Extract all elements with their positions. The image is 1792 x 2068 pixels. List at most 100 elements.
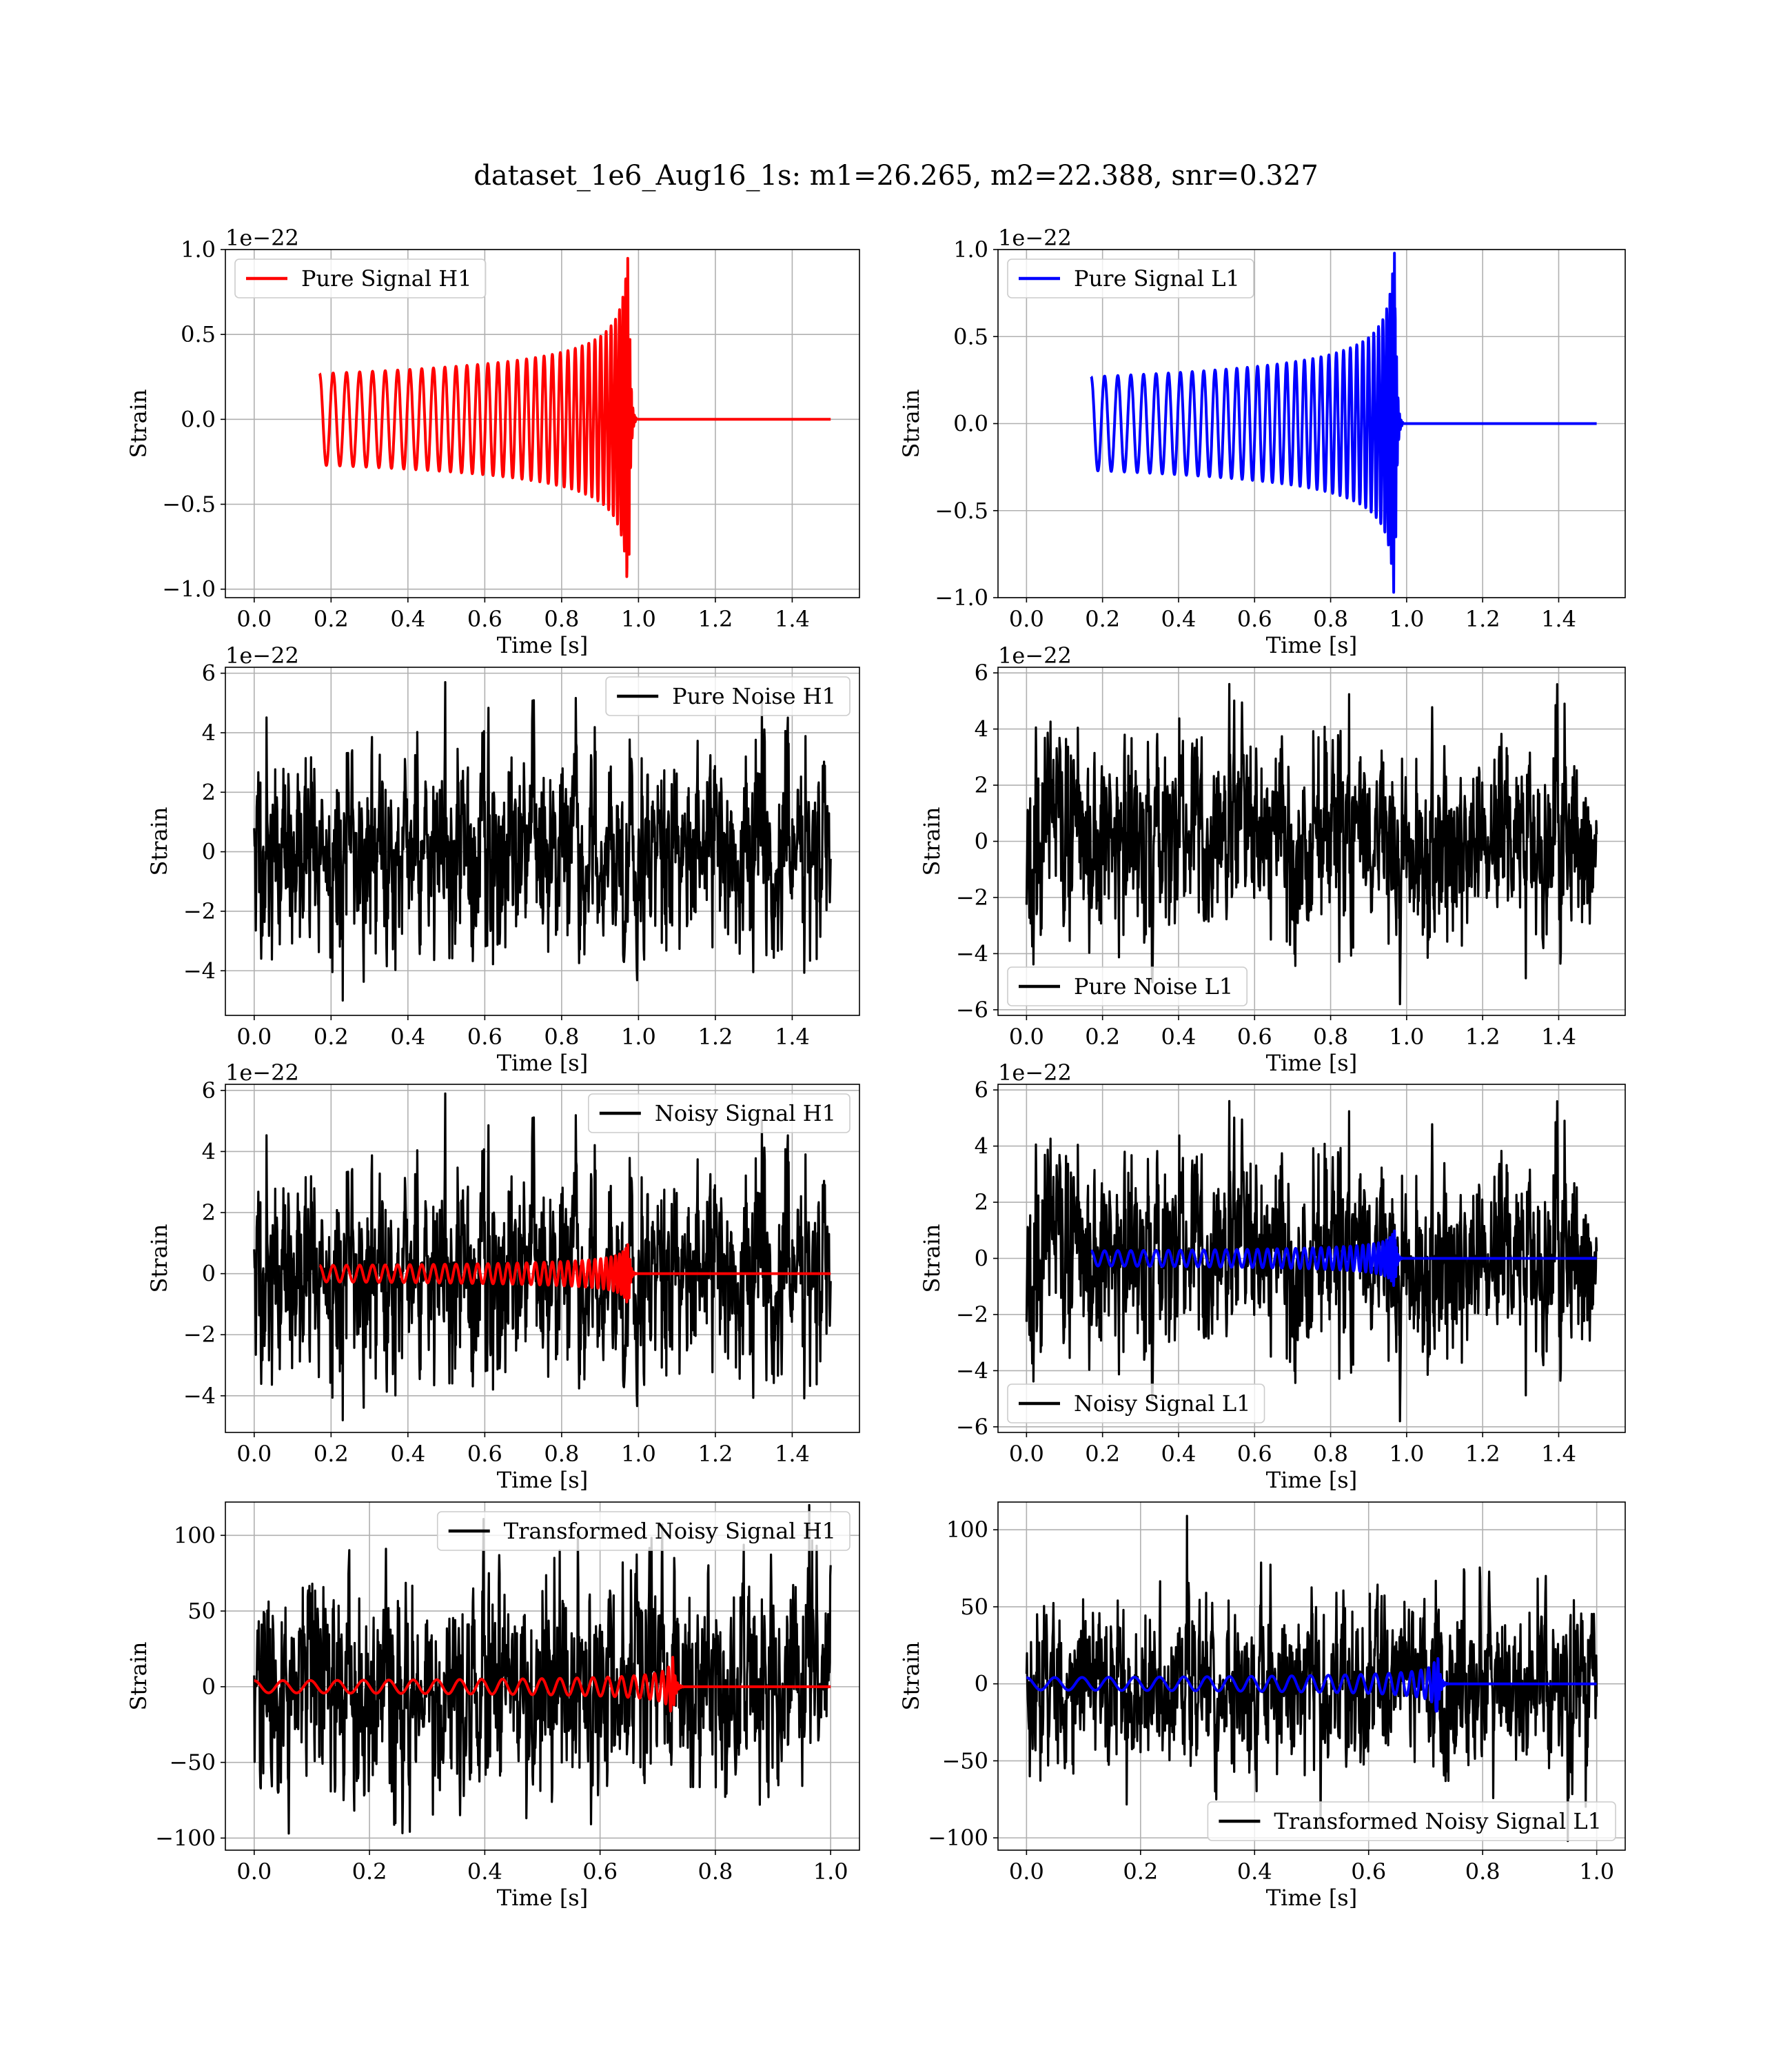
axes-frame xyxy=(997,1084,1626,1433)
y-tick-label: −1.0 xyxy=(935,585,988,611)
legend-label: Transformed Noisy Signal L1 xyxy=(1274,1808,1602,1834)
x-tick-label: 1.4 xyxy=(1541,606,1576,632)
x-tick-label: 0.8 xyxy=(1313,1024,1348,1050)
x-tick-label: 0.2 xyxy=(314,606,349,632)
series-line-1 xyxy=(1090,252,1598,594)
y-tick-label: 1.0 xyxy=(181,236,216,263)
x-tick-label: 0.4 xyxy=(390,1441,425,1467)
y-tick-label: 0 xyxy=(202,1261,216,1287)
y-tick-label: −2 xyxy=(183,898,216,924)
y-tick-label: 0 xyxy=(975,1671,988,1697)
x-tick-label: 0.8 xyxy=(1313,606,1348,632)
x-tick-label: 0.4 xyxy=(1161,606,1197,632)
x-tick-label: 0.2 xyxy=(352,1858,387,1885)
axes-frame xyxy=(997,667,1626,1016)
legend: Pure Signal H1 xyxy=(234,258,487,298)
series-line-1 xyxy=(1025,682,1598,1006)
x-tick-label: 0.8 xyxy=(544,1024,579,1050)
plot-area xyxy=(253,1503,832,1835)
x-tick-label: 0.2 xyxy=(1085,1441,1120,1467)
offset-text: 1e−22 xyxy=(998,642,1072,669)
y-tick-label: −4 xyxy=(183,1383,216,1409)
x-tick-label: 1.0 xyxy=(1389,1441,1424,1467)
series-line-1 xyxy=(253,681,832,1002)
x-tick-label: 0.4 xyxy=(1161,1441,1197,1467)
x-tick-label: 0.4 xyxy=(1237,1858,1272,1885)
series-line-2 xyxy=(253,1656,832,1713)
plot-area xyxy=(253,1092,832,1421)
y-axis-label: Strain xyxy=(898,389,924,458)
x-axis-label: Time [s] xyxy=(1266,1050,1357,1076)
legend: Pure Signal L1 xyxy=(1007,258,1254,298)
subplot-4: 0.0 0.2 0.4 0.6 0.8 1.0 1.2 1.4 −6 −4 −2 0 2 4 6 Time [… xyxy=(919,642,1626,1076)
x-tick-label: 0.2 xyxy=(314,1024,349,1050)
y-tick-label: 2 xyxy=(202,779,216,805)
y-tick-label: 2 xyxy=(975,1189,988,1215)
x-tick-label: 0.6 xyxy=(1351,1858,1386,1885)
y-tick-label: 6 xyxy=(202,660,216,687)
legend-box xyxy=(588,1093,851,1133)
y-tick-label: 4 xyxy=(202,720,216,746)
plot-area xyxy=(1025,1514,1598,1843)
y-tick-label: 0.0 xyxy=(181,406,216,432)
legend-label: Pure Noise H1 xyxy=(672,683,836,709)
plot-area xyxy=(253,681,832,1002)
legend: Pure Noise H1 xyxy=(605,676,851,716)
plot-area xyxy=(318,256,832,578)
offset-text: 1e−22 xyxy=(998,1060,1072,1086)
x-tick-label: 1.0 xyxy=(1579,1858,1614,1885)
y-tick-label: 0 xyxy=(975,829,988,855)
offset-text: 1e−22 xyxy=(225,225,299,251)
y-tick-label: 0.5 xyxy=(953,323,988,349)
x-tick-label: 0.0 xyxy=(236,606,272,632)
legend: Transformed Noisy Signal H1 xyxy=(436,1511,851,1551)
legend-box xyxy=(234,258,487,298)
series-line-2 xyxy=(318,1243,832,1304)
y-tick-label: 1.0 xyxy=(953,236,988,263)
y-tick-label: −100 xyxy=(928,1825,988,1851)
legend-box xyxy=(436,1511,851,1551)
y-tick-label: −2 xyxy=(956,884,988,911)
y-tick-label: 100 xyxy=(174,1522,216,1548)
y-tick-label: 4 xyxy=(975,716,988,742)
x-tick-label: 0.2 xyxy=(1123,1858,1158,1885)
x-tick-label: 0.8 xyxy=(544,1441,579,1467)
x-tick-label: 0.0 xyxy=(236,1858,272,1885)
x-tick-label: 1.2 xyxy=(1465,1441,1500,1467)
y-axis-label: Strain xyxy=(919,807,945,876)
y-axis-label: Strain xyxy=(146,1224,172,1293)
series-line-1 xyxy=(253,1503,832,1835)
x-tick-label: 0.0 xyxy=(236,1441,272,1467)
legend-box xyxy=(1007,966,1248,1006)
x-tick-label: 1.2 xyxy=(698,606,733,632)
x-tick-label: 1.0 xyxy=(813,1858,848,1885)
series-line-1 xyxy=(253,1092,832,1421)
y-tick-label: −4 xyxy=(956,1357,988,1383)
legend-box xyxy=(1207,1801,1616,1841)
legend-box xyxy=(1007,258,1254,298)
offset-text: 1e−22 xyxy=(225,1060,299,1086)
y-tick-label: −50 xyxy=(941,1747,988,1774)
x-tick-label: 0.0 xyxy=(1009,1024,1044,1050)
legend-label: Pure Signal L1 xyxy=(1074,265,1240,292)
x-tick-label: 1.4 xyxy=(775,606,810,632)
x-tick-label: 0.4 xyxy=(390,606,425,632)
x-tick-label: 1.4 xyxy=(775,1441,810,1467)
y-tick-label: −4 xyxy=(956,940,988,966)
legend-label: Pure Signal H1 xyxy=(301,265,472,292)
x-tick-label: 1.2 xyxy=(1465,606,1500,632)
y-axis-label: Strain xyxy=(919,1224,945,1293)
y-tick-label: 4 xyxy=(202,1138,216,1164)
x-tick-label: 0.6 xyxy=(582,1858,618,1885)
y-tick-label: 6 xyxy=(202,1077,216,1104)
plot-area xyxy=(1025,682,1598,1006)
x-tick-label: 0.6 xyxy=(467,1024,502,1050)
x-tick-label: 0.0 xyxy=(1009,1441,1044,1467)
y-tick-label: 2 xyxy=(975,772,988,798)
subplot-6: 0.0 0.2 0.4 0.6 0.8 1.0 1.2 1.4 −6 −4 −2 0 2 4 6 Time [… xyxy=(919,1060,1626,1493)
axes-frame xyxy=(225,1501,860,1851)
x-tick-label: 1.2 xyxy=(698,1441,733,1467)
y-tick-label: −6 xyxy=(956,997,988,1023)
y-tick-label: 50 xyxy=(960,1594,988,1620)
